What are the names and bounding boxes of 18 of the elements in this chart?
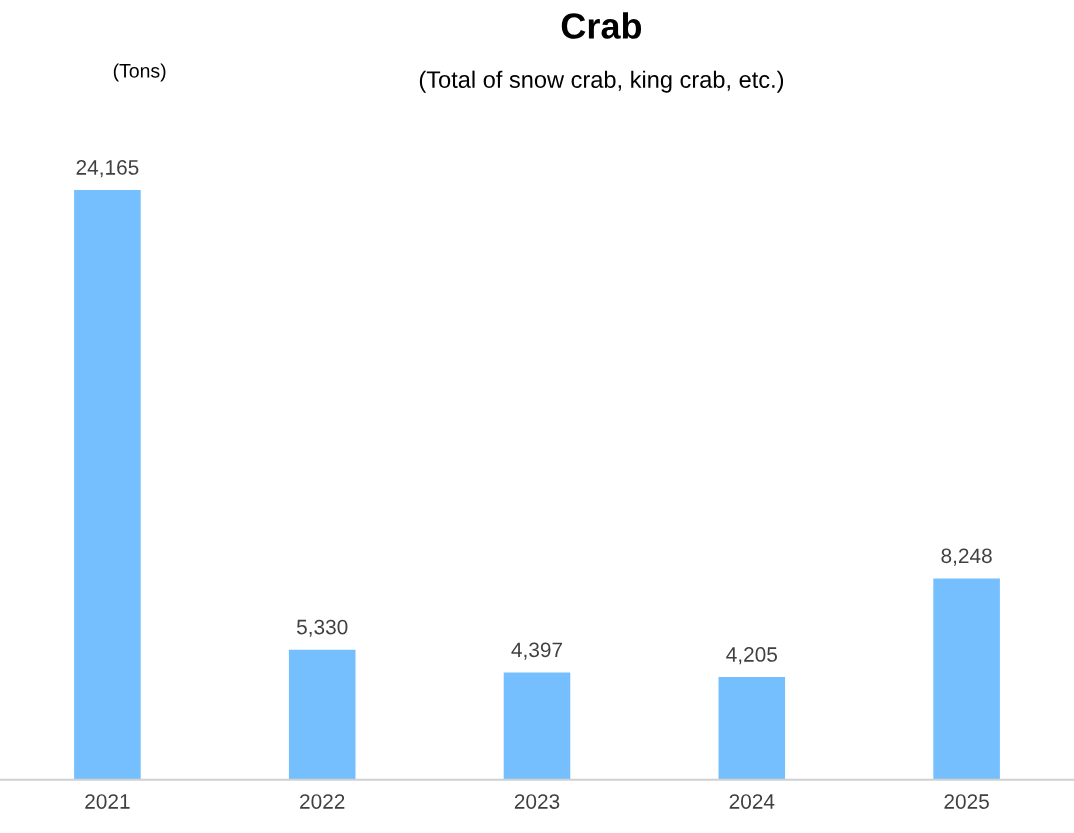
bar — [288, 649, 356, 780]
x-tick-label: 2025 — [944, 794, 989, 809]
data-label: 4,397 — [511, 642, 563, 660]
bar — [503, 672, 571, 780]
x-tick-label: 2023 — [514, 794, 560, 809]
x-tick-label: 2024 — [729, 794, 775, 809]
text: (Tons) — [113, 63, 166, 82]
bar — [933, 578, 1000, 780]
chart-title: Crab — [561, 12, 642, 39]
bar — [718, 677, 786, 780]
data-label: 4,205 — [726, 647, 777, 665]
chart-subtitle: (Total of snow crab, king crab, etc.) — [419, 70, 784, 93]
data-label: 8,248 — [941, 548, 992, 566]
data-label: 24,165 — [76, 160, 139, 178]
bar — [74, 190, 141, 780]
data-label: 5,330 — [296, 619, 348, 637]
x-tick-label: 2022 — [300, 794, 345, 809]
x-tick-label: 2021 — [85, 794, 130, 809]
